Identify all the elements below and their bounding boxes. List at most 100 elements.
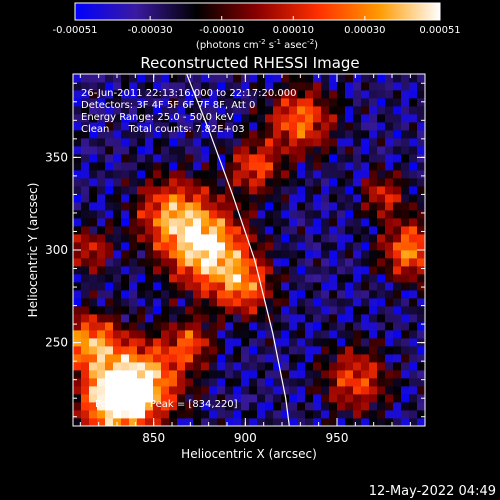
heatmap-cell (313, 146, 322, 155)
heatmap-cell (273, 114, 282, 123)
heatmap-cell (289, 114, 298, 123)
colorbar-tick-label: 0.00010 (273, 25, 314, 36)
heatmap-cell (89, 122, 98, 131)
heatmap-cell (289, 242, 298, 251)
heatmap-cell (369, 154, 378, 163)
heatmap-cell (369, 114, 378, 123)
heatmap-cell (121, 338, 130, 347)
heatmap-cell (393, 298, 402, 307)
heatmap-cell (281, 234, 290, 243)
heatmap-cell (409, 82, 418, 91)
heatmap-cell (89, 162, 98, 171)
heatmap-cell (393, 98, 402, 107)
heatmap-cell (313, 242, 322, 251)
heatmap-cell (225, 106, 234, 115)
heatmap-cell (249, 354, 258, 363)
heatmap-cell (97, 410, 106, 419)
heatmap-cell (145, 74, 154, 83)
heatmap-cell (225, 74, 234, 83)
heatmap-cell (129, 402, 138, 411)
heatmap-cell (105, 242, 114, 251)
heatmap-cell (217, 250, 226, 259)
heatmap-cell (97, 338, 106, 347)
heatmap-cell (313, 346, 322, 355)
heatmap-cell (145, 386, 154, 395)
heatmap-cell (193, 146, 202, 155)
heatmap-cell (385, 354, 394, 363)
heatmap-cell (137, 418, 146, 426)
heatmap-cell (385, 378, 394, 387)
heatmap-cell (161, 418, 170, 426)
heatmap-cell (81, 250, 90, 259)
heatmap-cell (73, 226, 82, 235)
heatmap-cell (121, 258, 130, 267)
heatmap-cell (385, 306, 394, 315)
heatmap-cell (385, 266, 394, 275)
heatmap-cell (369, 346, 378, 355)
heatmap-cell (185, 90, 194, 99)
heatmap-cell (217, 122, 226, 131)
heatmap-cell (153, 338, 162, 347)
heatmap-cell (169, 330, 178, 339)
heatmap-cell (161, 306, 170, 315)
heatmap-cell (297, 250, 306, 259)
heatmap-cell (393, 74, 402, 83)
heatmap-cell (177, 282, 186, 291)
heatmap-cell (257, 98, 266, 107)
heatmap-cell (345, 298, 354, 307)
heatmap-cell (401, 354, 410, 363)
heatmap-cell (113, 218, 122, 227)
heatmap-cell (169, 106, 178, 115)
heatmap-cell (153, 186, 162, 195)
heatmap-cell (97, 218, 106, 227)
heatmap-cell (329, 130, 338, 139)
heatmap-cell (249, 314, 258, 323)
heatmap-cell (305, 298, 314, 307)
heatmap-cell (177, 234, 186, 243)
heatmap-cell (73, 410, 82, 419)
heatmap-cell (249, 298, 258, 307)
heatmap-cell (217, 226, 226, 235)
heatmap-cell (337, 226, 346, 235)
heatmap-cell (113, 410, 122, 419)
heatmap-cell (89, 82, 98, 91)
heatmap-cell (321, 258, 330, 267)
heatmap-cell (321, 274, 330, 283)
heatmap-cell (385, 210, 394, 219)
heatmap-cell (313, 410, 322, 419)
heatmap-cell (289, 378, 298, 387)
heatmap-cell (401, 250, 410, 259)
heatmap-cell (129, 106, 138, 115)
heatmap-cell (337, 410, 346, 419)
heatmap-cell (153, 98, 162, 107)
heatmap-cell (305, 290, 314, 299)
heatmap-cell (345, 186, 354, 195)
heatmap-cell (177, 194, 186, 203)
heatmap-cell (97, 266, 106, 275)
heatmap-cell (337, 146, 346, 155)
heatmap-cell (385, 386, 394, 395)
heatmap-cell (105, 122, 114, 131)
heatmap-cell (249, 226, 258, 235)
heatmap-cell (169, 322, 178, 331)
heatmap-cell (137, 362, 146, 371)
heatmap-cell (353, 146, 362, 155)
heatmap-cell (273, 402, 282, 411)
heatmap-cell (73, 242, 82, 251)
heatmap-cell (369, 258, 378, 267)
heatmap-cell (401, 402, 410, 411)
heatmap-cell (89, 146, 98, 155)
heatmap-cell (209, 386, 218, 395)
heatmap-cell (217, 418, 226, 426)
heatmap-cell (185, 186, 194, 195)
heatmap-cell (265, 226, 274, 235)
heatmap-cell (385, 178, 394, 187)
heatmap-cell (177, 138, 186, 147)
heatmap-cell (89, 194, 98, 203)
heatmap-cell (297, 90, 306, 99)
heatmap-cell (281, 202, 290, 211)
heatmap-cell (361, 234, 370, 243)
heatmap-cell (305, 330, 314, 339)
heatmap-cell (417, 314, 425, 323)
heatmap-cell (81, 266, 90, 275)
